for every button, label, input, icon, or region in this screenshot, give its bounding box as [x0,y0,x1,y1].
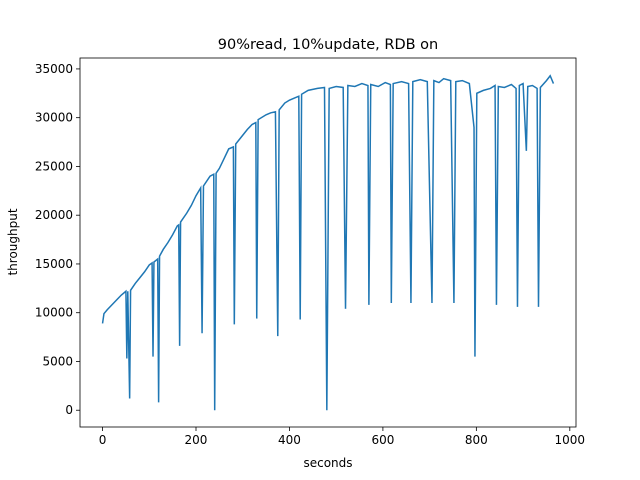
chart-title: 90%read, 10%update, RDB on [218,37,439,53]
y-tick-label: 0 [65,403,73,417]
y-tick-label: 25000 [35,159,73,173]
y-tick-label: 30000 [35,111,73,125]
data-line [101,74,555,411]
plot-frame [79,57,577,428]
x-tick-label: 400 [278,433,301,447]
y-axis-label: throughput [6,208,20,275]
x-axis-label: seconds [303,456,352,470]
y-tick-label: 10000 [35,306,73,320]
y-tick-label: 35000 [35,62,73,76]
x-tick-label: 0 [99,433,107,447]
x-tick-label: 800 [465,433,488,447]
y-tick-label: 15000 [35,257,73,271]
x-tick-label: 1000 [555,433,586,447]
x-tick-label: 600 [371,433,394,447]
y-tick-label: 5000 [42,354,73,368]
y-tick-label: 20000 [35,208,73,222]
x-tick-label: 200 [185,433,208,447]
